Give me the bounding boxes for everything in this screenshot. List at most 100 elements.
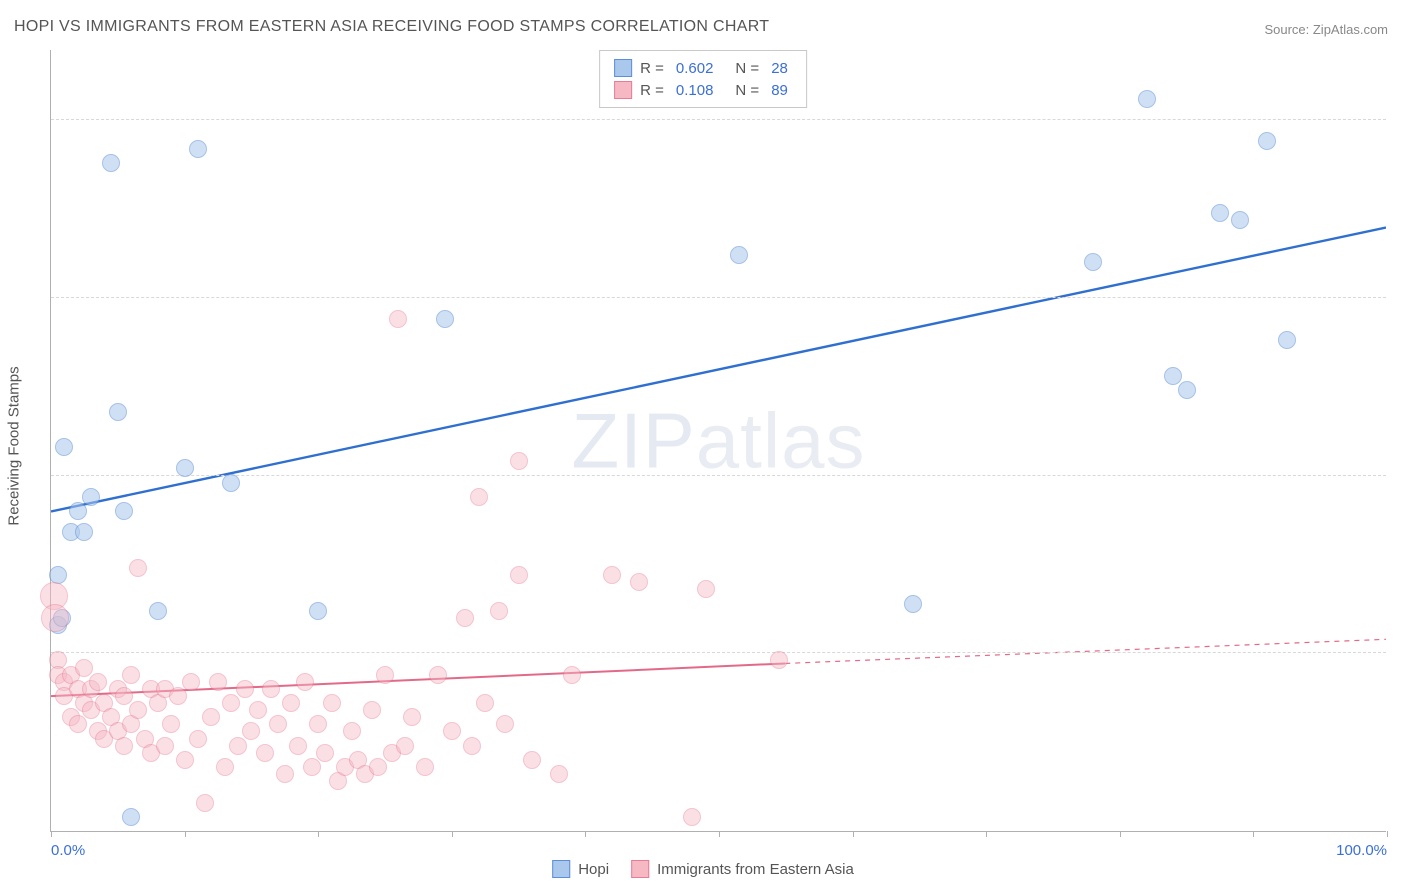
x-tick: [1387, 831, 1388, 837]
scatter-point: [269, 715, 287, 733]
watermark: ZIPatlas: [571, 395, 865, 486]
scatter-point: [1211, 204, 1229, 222]
legend-swatch: [614, 59, 632, 77]
x-tick: [1253, 831, 1254, 837]
scatter-point: [49, 566, 67, 584]
legend-bottom-item: Immigrants from Eastern Asia: [631, 860, 854, 878]
legend-r-value: 0.108: [676, 82, 714, 99]
scatter-point: [456, 609, 474, 627]
gridline: [51, 297, 1386, 298]
y-axis-label: Receiving Food Stamps: [6, 366, 23, 525]
scatter-point: [363, 701, 381, 719]
legend-series-label: Immigrants from Eastern Asia: [657, 861, 854, 878]
legend-swatch: [631, 860, 649, 878]
scatter-point: [1178, 381, 1196, 399]
scatter-point: [216, 758, 234, 776]
scatter-point: [222, 694, 240, 712]
legend-bottom-item: Hopi: [552, 860, 609, 878]
watermark-bold: ZIP: [571, 396, 695, 484]
scatter-point: [309, 715, 327, 733]
scatter-point: [262, 680, 280, 698]
scatter-point: [115, 687, 133, 705]
x-tick-label: 0.0%: [51, 842, 85, 859]
scatter-point: [41, 604, 69, 632]
scatter-point: [156, 737, 174, 755]
legend-n-value: 28: [771, 60, 788, 77]
scatter-point: [249, 701, 267, 719]
legend-swatch: [552, 860, 570, 878]
scatter-point: [550, 765, 568, 783]
scatter-point: [496, 715, 514, 733]
watermark-thin: atlas: [696, 396, 866, 484]
scatter-point: [276, 765, 294, 783]
scatter-point: [1258, 132, 1276, 150]
scatter-point: [289, 737, 307, 755]
x-tick: [1120, 831, 1121, 837]
scatter-point: [309, 602, 327, 620]
gridline: [51, 652, 1386, 653]
scatter-point: [389, 310, 407, 328]
legend-bottom: Hopi Immigrants from Eastern Asia: [552, 860, 854, 878]
x-tick: [318, 831, 319, 837]
scatter-point: [256, 744, 274, 762]
scatter-point: [242, 722, 260, 740]
scatter-point: [443, 722, 461, 740]
legend-r-label: R =: [640, 82, 664, 99]
scatter-point: [115, 502, 133, 520]
scatter-point: [416, 758, 434, 776]
scatter-point: [510, 452, 528, 470]
scatter-point: [904, 595, 922, 613]
y-tick-label: 12.5%: [1394, 628, 1406, 645]
legend-top-row: R =0.602N =28: [614, 57, 792, 79]
scatter-point: [129, 559, 147, 577]
scatter-point: [523, 751, 541, 769]
scatter-point: [102, 154, 120, 172]
x-tick: [51, 831, 52, 837]
legend-n-label: N =: [735, 60, 759, 77]
scatter-point: [470, 488, 488, 506]
scatter-point: [1138, 90, 1156, 108]
scatter-point: [82, 488, 100, 506]
scatter-point: [429, 666, 447, 684]
scatter-point: [510, 566, 528, 584]
scatter-point: [436, 310, 454, 328]
scatter-point: [303, 758, 321, 776]
legend-r-label: R =: [640, 60, 664, 77]
scatter-point: [490, 602, 508, 620]
scatter-point: [115, 737, 133, 755]
legend-top: R =0.602N =28R =0.108N =89: [599, 50, 807, 108]
x-tick: [853, 831, 854, 837]
scatter-point: [296, 673, 314, 691]
scatter-point: [369, 758, 387, 776]
scatter-point: [697, 580, 715, 598]
scatter-point: [396, 737, 414, 755]
scatter-point: [189, 730, 207, 748]
scatter-point: [229, 737, 247, 755]
scatter-point: [75, 523, 93, 541]
x-tick-label: 100.0%: [1336, 842, 1387, 859]
scatter-point: [376, 666, 394, 684]
scatter-point: [89, 673, 107, 691]
scatter-point: [1278, 331, 1296, 349]
scatter-point: [476, 694, 494, 712]
scatter-point: [122, 808, 140, 826]
scatter-point: [343, 722, 361, 740]
scatter-point: [463, 737, 481, 755]
scatter-point: [282, 694, 300, 712]
scatter-point: [129, 701, 147, 719]
scatter-point: [603, 566, 621, 584]
x-tick: [452, 831, 453, 837]
scatter-point: [730, 246, 748, 264]
scatter-point: [122, 666, 140, 684]
x-tick: [986, 831, 987, 837]
scatter-point: [1231, 211, 1249, 229]
x-tick: [185, 831, 186, 837]
scatter-point: [1084, 253, 1102, 271]
legend-n-label: N =: [735, 82, 759, 99]
scatter-point: [176, 751, 194, 769]
scatter-point: [189, 140, 207, 158]
scatter-point: [403, 708, 421, 726]
scatter-point: [182, 673, 200, 691]
scatter-point: [109, 403, 127, 421]
scatter-point: [323, 694, 341, 712]
